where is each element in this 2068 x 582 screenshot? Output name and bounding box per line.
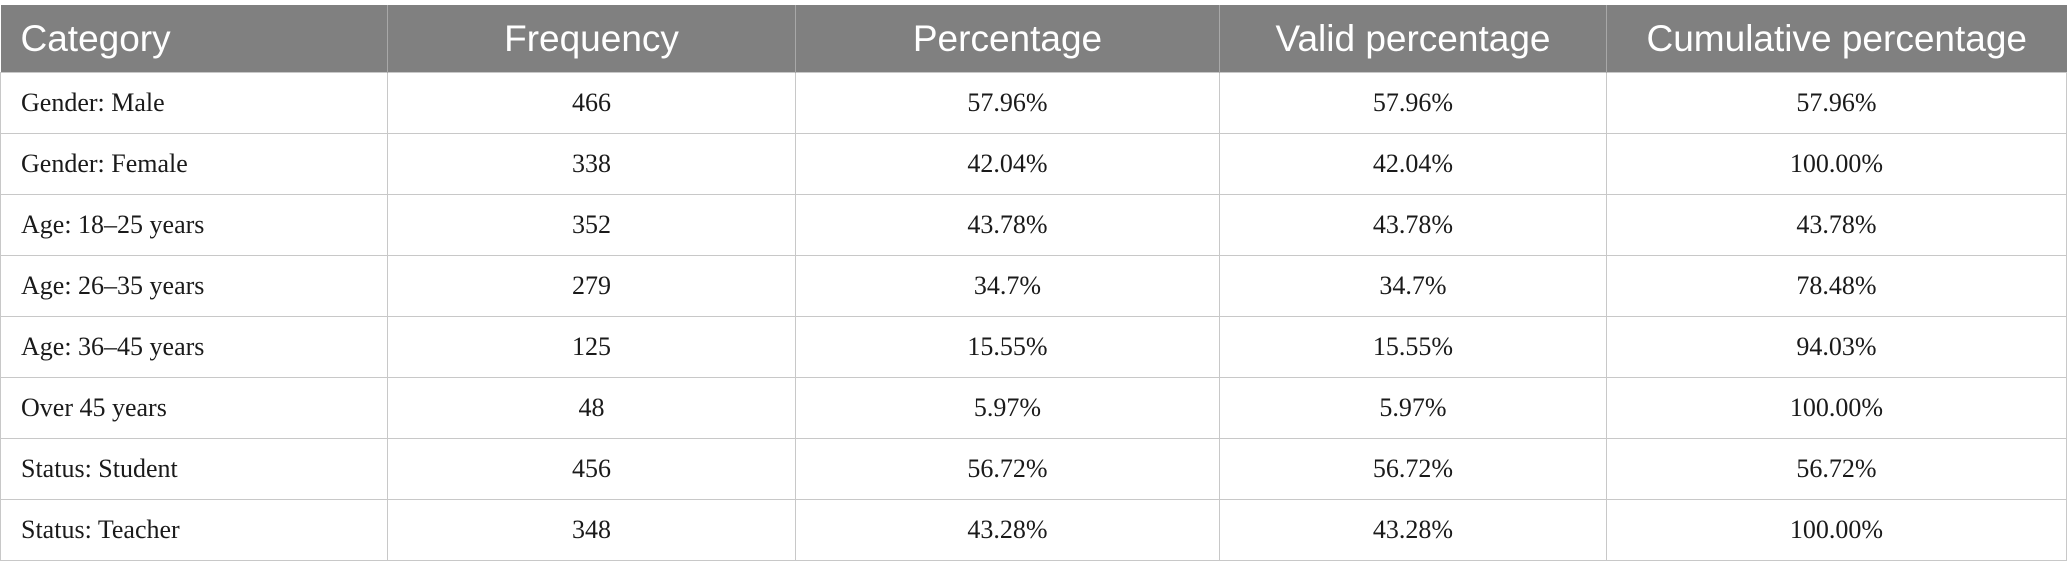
cell-percentage: 34.7% — [795, 255, 1220, 317]
cell-frequency: 456 — [387, 438, 796, 500]
table-header-row: Category Frequency Percentage Valid perc… — [0, 5, 2067, 73]
cell-cumulative-percentage: 100.00% — [1606, 499, 2067, 561]
cell-cumulative-percentage: 100.00% — [1606, 133, 2067, 195]
cell-valid-percentage: 57.96% — [1219, 72, 1607, 134]
cell-percentage: 5.97% — [795, 377, 1220, 439]
cell-frequency: 352 — [387, 194, 796, 256]
table-row: Age: 18–25 years 352 43.78% 43.78% 43.78… — [0, 194, 2067, 256]
table-row: Status: Student 456 56.72% 56.72% 56.72% — [0, 438, 2067, 500]
cell-cumulative-percentage: 57.96% — [1606, 72, 2067, 134]
table-row: Age: 36–45 years 125 15.55% 15.55% 94.03… — [0, 316, 2067, 378]
cell-valid-percentage: 34.7% — [1219, 255, 1607, 317]
cell-percentage: 42.04% — [795, 133, 1220, 195]
cell-percentage: 43.78% — [795, 194, 1220, 256]
cell-frequency: 125 — [387, 316, 796, 378]
cell-valid-percentage: 56.72% — [1219, 438, 1607, 500]
cell-frequency: 279 — [387, 255, 796, 317]
cell-cumulative-percentage: 78.48% — [1606, 255, 2067, 317]
cell-frequency: 48 — [387, 377, 796, 439]
header-category: Category — [0, 5, 388, 73]
cell-valid-percentage: 43.78% — [1219, 194, 1607, 256]
frequency-table-container: Category Frequency Percentage Valid perc… — [0, 5, 2067, 561]
header-frequency: Frequency — [387, 5, 796, 73]
cell-category: Status: Student — [0, 438, 388, 500]
cell-percentage: 43.28% — [795, 499, 1220, 561]
cell-frequency: 466 — [387, 72, 796, 134]
cell-cumulative-percentage: 94.03% — [1606, 316, 2067, 378]
header-percentage: Percentage — [795, 5, 1220, 73]
cell-cumulative-percentage: 56.72% — [1606, 438, 2067, 500]
cell-category: Age: 18–25 years — [0, 194, 388, 256]
table-row: Over 45 years 48 5.97% 5.97% 100.00% — [0, 377, 2067, 439]
table-row: Gender: Female 338 42.04% 42.04% 100.00% — [0, 133, 2067, 195]
cell-category: Age: 36–45 years — [0, 316, 388, 378]
cell-category: Gender: Male — [0, 72, 388, 134]
cell-cumulative-percentage: 100.00% — [1606, 377, 2067, 439]
cell-valid-percentage: 43.28% — [1219, 499, 1607, 561]
cell-cumulative-percentage: 43.78% — [1606, 194, 2067, 256]
cell-valid-percentage: 5.97% — [1219, 377, 1607, 439]
table-row: Gender: Male 466 57.96% 57.96% 57.96% — [0, 72, 2067, 134]
table-row: Status: Teacher 348 43.28% 43.28% 100.00… — [0, 499, 2067, 561]
cell-valid-percentage: 15.55% — [1219, 316, 1607, 378]
cell-category: Over 45 years — [0, 377, 388, 439]
cell-frequency: 348 — [387, 499, 796, 561]
cell-percentage: 57.96% — [795, 72, 1220, 134]
cell-category: Status: Teacher — [0, 499, 388, 561]
cell-percentage: 56.72% — [795, 438, 1220, 500]
cell-category: Gender: Female — [0, 133, 388, 195]
frequency-table: Category Frequency Percentage Valid perc… — [0, 5, 2067, 561]
header-cumulative-percentage: Cumulative percentage — [1606, 5, 2067, 73]
cell-percentage: 15.55% — [795, 316, 1220, 378]
cell-valid-percentage: 42.04% — [1219, 133, 1607, 195]
table-row: Age: 26–35 years 279 34.7% 34.7% 78.48% — [0, 255, 2067, 317]
cell-category: Age: 26–35 years — [0, 255, 388, 317]
cell-frequency: 338 — [387, 133, 796, 195]
header-valid-percentage: Valid percentage — [1219, 5, 1607, 73]
